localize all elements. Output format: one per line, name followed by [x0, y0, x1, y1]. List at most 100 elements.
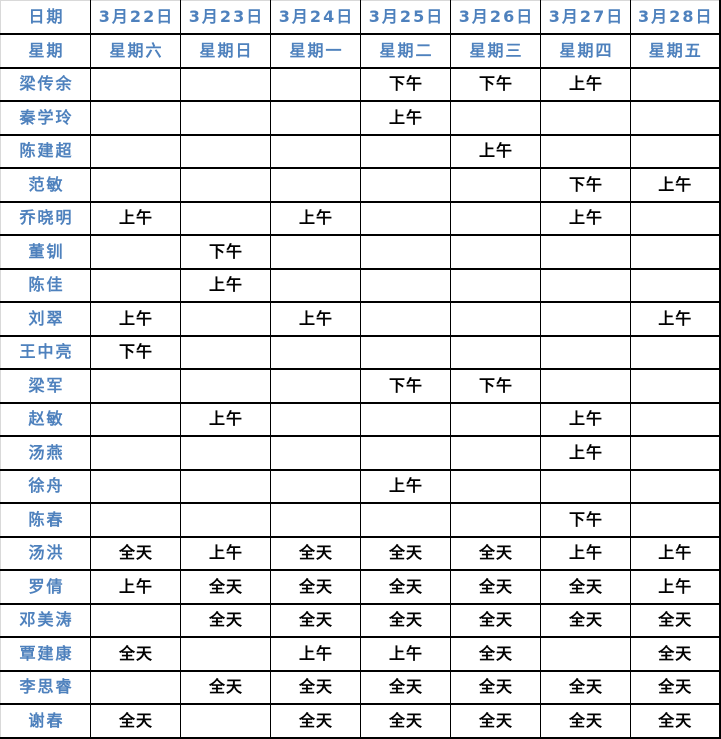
- person-name-cell[interactable]: 陈佳: [0, 267, 91, 303]
- empty-shift-cell[interactable]: [630, 368, 721, 404]
- person-name-cell[interactable]: 陈春: [0, 502, 91, 538]
- shift-cell[interactable]: 上午: [360, 100, 451, 136]
- empty-shift-cell[interactable]: [270, 401, 361, 437]
- empty-shift-cell[interactable]: [540, 368, 631, 404]
- empty-shift-cell[interactable]: [180, 66, 271, 102]
- person-name-cell[interactable]: 秦学玲: [0, 100, 91, 136]
- person-name-cell[interactable]: 覃建康: [0, 636, 91, 672]
- empty-shift-cell[interactable]: [90, 502, 181, 538]
- shift-cell[interactable]: 上午: [90, 569, 181, 605]
- weekday-cell[interactable]: 星期日: [180, 33, 271, 69]
- shift-cell[interactable]: 全天: [270, 569, 361, 605]
- shift-cell[interactable]: 上午: [540, 66, 631, 102]
- shift-cell[interactable]: 上午: [270, 636, 361, 672]
- shift-cell[interactable]: 全天: [540, 669, 631, 705]
- person-name-cell[interactable]: 董钏: [0, 234, 91, 270]
- empty-shift-cell[interactable]: [630, 66, 721, 102]
- empty-shift-cell[interactable]: [540, 133, 631, 169]
- shift-cell[interactable]: 全天: [180, 602, 271, 638]
- empty-shift-cell[interactable]: [540, 301, 631, 337]
- empty-shift-cell[interactable]: [450, 468, 541, 504]
- shift-cell[interactable]: 全天: [360, 669, 451, 705]
- empty-shift-cell[interactable]: [270, 100, 361, 136]
- empty-shift-cell[interactable]: [180, 435, 271, 471]
- shift-cell[interactable]: 上午: [180, 401, 271, 437]
- empty-shift-cell[interactable]: [360, 133, 451, 169]
- shift-cell[interactable]: 上午: [360, 636, 451, 672]
- empty-shift-cell[interactable]: [360, 334, 451, 370]
- empty-shift-cell[interactable]: [270, 267, 361, 303]
- shift-cell[interactable]: 全天: [360, 569, 451, 605]
- empty-shift-cell[interactable]: [630, 468, 721, 504]
- shift-cell[interactable]: 全天: [180, 569, 271, 605]
- empty-shift-cell[interactable]: [450, 435, 541, 471]
- empty-shift-cell[interactable]: [450, 167, 541, 203]
- empty-shift-cell[interactable]: [90, 100, 181, 136]
- empty-shift-cell[interactable]: [180, 703, 271, 739]
- shift-cell[interactable]: 全天: [360, 535, 451, 571]
- empty-shift-cell[interactable]: [450, 200, 541, 236]
- empty-shift-cell[interactable]: [540, 100, 631, 136]
- weekday-cell[interactable]: 星期五: [630, 33, 721, 69]
- empty-shift-cell[interactable]: [360, 167, 451, 203]
- shift-cell[interactable]: 下午: [180, 234, 271, 270]
- shift-cell[interactable]: 全天: [450, 535, 541, 571]
- shift-cell[interactable]: 上午: [540, 535, 631, 571]
- empty-shift-cell[interactable]: [90, 267, 181, 303]
- empty-shift-cell[interactable]: [360, 234, 451, 270]
- empty-shift-cell[interactable]: [270, 66, 361, 102]
- shift-cell[interactable]: 下午: [450, 66, 541, 102]
- empty-shift-cell[interactable]: [180, 133, 271, 169]
- shift-cell[interactable]: 全天: [630, 636, 721, 672]
- empty-shift-cell[interactable]: [270, 435, 361, 471]
- empty-shift-cell[interactable]: [270, 368, 361, 404]
- person-name-cell[interactable]: 汤燕: [0, 435, 91, 471]
- shift-cell[interactable]: 全天: [450, 602, 541, 638]
- person-name-cell[interactable]: 范敏: [0, 167, 91, 203]
- shift-cell[interactable]: 全天: [540, 569, 631, 605]
- shift-cell[interactable]: 全天: [540, 703, 631, 739]
- empty-shift-cell[interactable]: [630, 200, 721, 236]
- empty-shift-cell[interactable]: [180, 502, 271, 538]
- empty-shift-cell[interactable]: [270, 133, 361, 169]
- shift-cell[interactable]: 全天: [540, 602, 631, 638]
- corner-date-label-cell[interactable]: 日期: [0, 0, 91, 35]
- person-name-cell[interactable]: 乔晓明: [0, 200, 91, 236]
- empty-shift-cell[interactable]: [180, 301, 271, 337]
- shift-cell[interactable]: 全天: [270, 669, 361, 705]
- shift-cell[interactable]: 上午: [630, 301, 721, 337]
- empty-shift-cell[interactable]: [90, 368, 181, 404]
- empty-shift-cell[interactable]: [630, 133, 721, 169]
- empty-shift-cell[interactable]: [450, 267, 541, 303]
- empty-shift-cell[interactable]: [630, 100, 721, 136]
- shift-cell[interactable]: 上午: [90, 200, 181, 236]
- empty-shift-cell[interactable]: [450, 334, 541, 370]
- empty-shift-cell[interactable]: [270, 468, 361, 504]
- empty-shift-cell[interactable]: [90, 167, 181, 203]
- empty-shift-cell[interactable]: [90, 401, 181, 437]
- empty-shift-cell[interactable]: [360, 301, 451, 337]
- empty-shift-cell[interactable]: [360, 267, 451, 303]
- date-cell[interactable]: 3月27日: [540, 0, 631, 35]
- empty-shift-cell[interactable]: [360, 200, 451, 236]
- empty-shift-cell[interactable]: [180, 200, 271, 236]
- shift-cell[interactable]: 全天: [360, 602, 451, 638]
- person-name-cell[interactable]: 罗倩: [0, 569, 91, 605]
- empty-shift-cell[interactable]: [270, 502, 361, 538]
- shift-cell[interactable]: 全天: [630, 669, 721, 705]
- weekday-cell[interactable]: 星期三: [450, 33, 541, 69]
- shift-cell[interactable]: 全天: [180, 669, 271, 705]
- date-cell[interactable]: 3月26日: [450, 0, 541, 35]
- date-cell[interactable]: 3月22日: [90, 0, 181, 35]
- empty-shift-cell[interactable]: [630, 401, 721, 437]
- empty-shift-cell[interactable]: [180, 468, 271, 504]
- empty-shift-cell[interactable]: [540, 334, 631, 370]
- shift-cell[interactable]: 下午: [360, 66, 451, 102]
- empty-shift-cell[interactable]: [450, 502, 541, 538]
- shift-cell[interactable]: 下午: [540, 167, 631, 203]
- shift-cell[interactable]: 上午: [630, 535, 721, 571]
- person-name-cell[interactable]: 刘翠: [0, 301, 91, 337]
- date-cell[interactable]: 3月25日: [360, 0, 451, 35]
- person-name-cell[interactable]: 陈建超: [0, 133, 91, 169]
- shift-cell[interactable]: 下午: [360, 368, 451, 404]
